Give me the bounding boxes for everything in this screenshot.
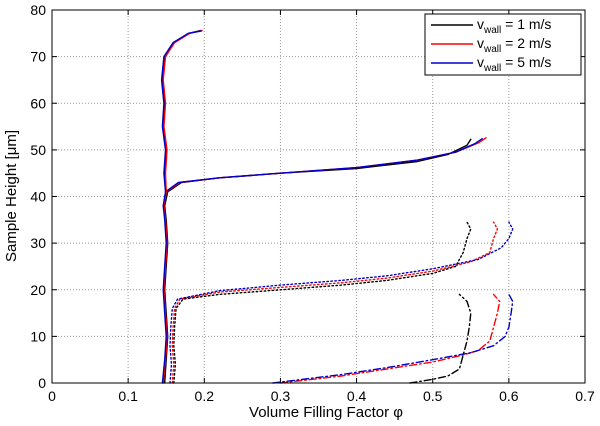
legend-entry: vwall = 5 m/s bbox=[477, 54, 551, 74]
series-lines bbox=[160, 29, 514, 384]
series-line-dashdot bbox=[279, 293, 501, 384]
series-line-solid bbox=[162, 137, 487, 384]
series-line-solid bbox=[160, 30, 202, 193]
x-tick-label: 0.2 bbox=[195, 388, 215, 404]
x-tick-label: 0 bbox=[48, 388, 56, 404]
legend-entry: vwall = 2 m/s bbox=[477, 35, 551, 55]
series-line-solid bbox=[161, 137, 483, 384]
y-tick-label: 40 bbox=[30, 189, 46, 205]
y-axis-label: Sample Height [μm] bbox=[3, 130, 20, 262]
x-axis-label: Volume Filling Factor φ bbox=[249, 404, 403, 421]
y-tick-label: 50 bbox=[30, 142, 46, 158]
series-line-solid bbox=[163, 138, 472, 384]
series-line-dotted bbox=[169, 221, 514, 384]
y-tick-label: 30 bbox=[30, 235, 46, 251]
series-line-solid bbox=[161, 29, 202, 193]
y-tick-label: 80 bbox=[30, 2, 46, 18]
x-tick-label: 0.6 bbox=[499, 388, 519, 404]
legend-entry: vwall = 1 m/s bbox=[477, 16, 551, 36]
x-tick-label: 0.1 bbox=[118, 388, 138, 404]
y-tick-label: 10 bbox=[30, 328, 46, 344]
axis-ticks: 0 0.1 0.2 0.3 0.4 0.5 0.6 0.7 0 10 20 30 40 50 60 70 80 bbox=[30, 2, 595, 404]
y-tick-label: 20 bbox=[30, 282, 46, 298]
series-line-solid bbox=[162, 29, 203, 193]
series-line-dashdot bbox=[409, 293, 472, 384]
x-tick-label: 0.5 bbox=[423, 388, 443, 404]
y-tick-label: 0 bbox=[38, 375, 46, 391]
y-tick-label: 60 bbox=[30, 95, 46, 111]
x-tick-label: 0.7 bbox=[575, 388, 595, 404]
x-tick-label: 0.3 bbox=[271, 388, 291, 404]
x-tick-label: 0.4 bbox=[347, 388, 367, 404]
series-line-dotted bbox=[171, 221, 499, 384]
series-line-dashdot bbox=[272, 293, 514, 384]
series-line-dotted bbox=[173, 221, 472, 384]
y-tick-label: 70 bbox=[30, 49, 46, 65]
